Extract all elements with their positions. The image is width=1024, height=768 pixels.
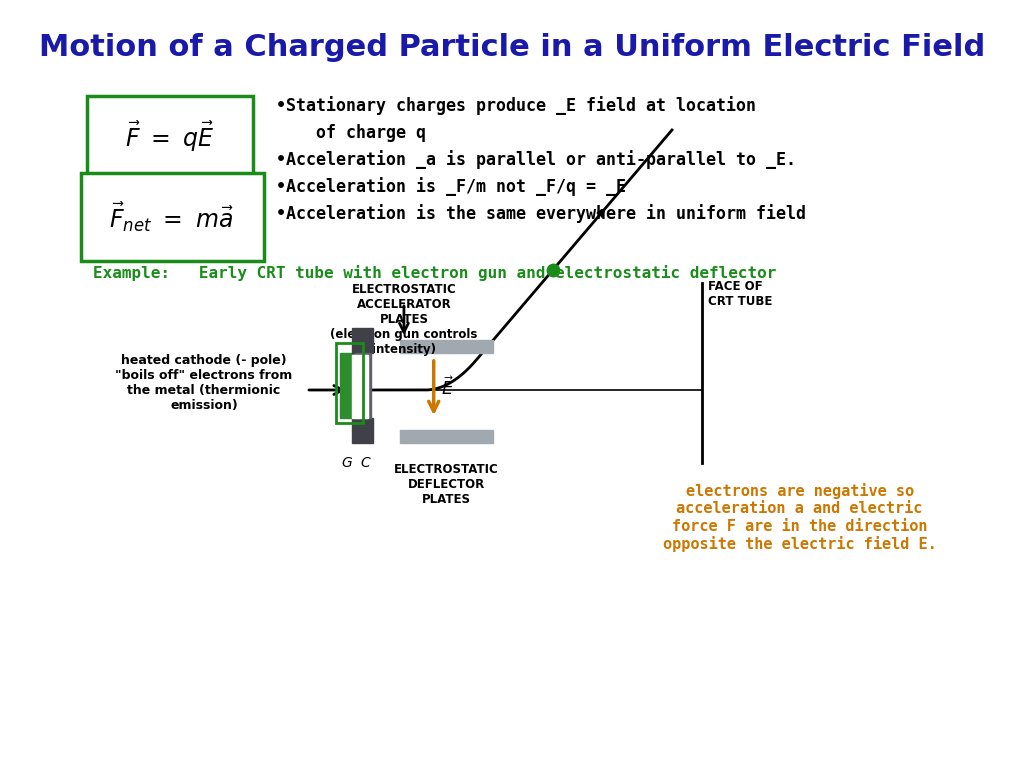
Text: FACE OF
CRT TUBE: FACE OF CRT TUBE bbox=[708, 280, 772, 308]
Text: ELECTROSTATIC
ACCELERATOR
PLATES
(electron gun controls
intensity): ELECTROSTATIC ACCELERATOR PLATES (electr… bbox=[331, 283, 477, 356]
Bar bbox=[340, 353, 361, 418]
FancyBboxPatch shape bbox=[87, 96, 253, 178]
Text: $\vec{F}_{net}\ =\ m\vec{a}$: $\vec{F}_{net}\ =\ m\vec{a}$ bbox=[109, 200, 234, 234]
Text: •Acceleration ̲a is parallel or anti-parallel to ̲E.: •Acceleration ̲a is parallel or anti-par… bbox=[276, 151, 797, 170]
Bar bbox=[352, 328, 374, 353]
Text: G: G bbox=[342, 456, 352, 470]
Text: $\vec{E}$: $\vec{E}$ bbox=[440, 376, 454, 399]
Bar bbox=[352, 355, 368, 418]
Text: Example:   Early CRT tube with electron gun and electrostatic deflector: Example: Early CRT tube with electron gu… bbox=[93, 265, 777, 281]
Bar bbox=[357, 370, 368, 416]
FancyBboxPatch shape bbox=[81, 173, 263, 261]
Text: ELECTROSTATIC
DEFLECTOR
PLATES: ELECTROSTATIC DEFLECTOR PLATES bbox=[394, 463, 499, 506]
Bar bbox=[352, 418, 374, 443]
Text: C: C bbox=[360, 456, 371, 470]
Text: electrons are negative so
acceleration a and electric
force F are in the directi: electrons are negative so acceleration a… bbox=[663, 483, 937, 552]
Text: •Acceleration is ̲F/m not ̲F/q = ̲E: •Acceleration is ̲F/m not ̲F/q = ̲E bbox=[276, 177, 627, 197]
Bar bbox=[355, 353, 371, 418]
Bar bbox=[399, 340, 494, 353]
Text: of charge q: of charge q bbox=[276, 124, 426, 142]
Text: heated cathode (- pole)
"boils off" electrons from
the metal (thermionic
emissio: heated cathode (- pole) "boils off" elec… bbox=[116, 354, 293, 412]
Bar bbox=[336, 343, 364, 423]
Bar bbox=[399, 430, 494, 443]
Text: Motion of a Charged Particle in a Uniform Electric Field: Motion of a Charged Particle in a Unifor… bbox=[39, 33, 985, 62]
Text: •Acceleration is the same everywhere in uniform field: •Acceleration is the same everywhere in … bbox=[276, 204, 806, 223]
Text: •Stationary charges produce ̲E field at location: •Stationary charges produce ̲E field at … bbox=[276, 97, 757, 115]
Text: $\vec{F}\ =\ q\vec{E}$: $\vec{F}\ =\ q\vec{E}$ bbox=[125, 120, 215, 154]
